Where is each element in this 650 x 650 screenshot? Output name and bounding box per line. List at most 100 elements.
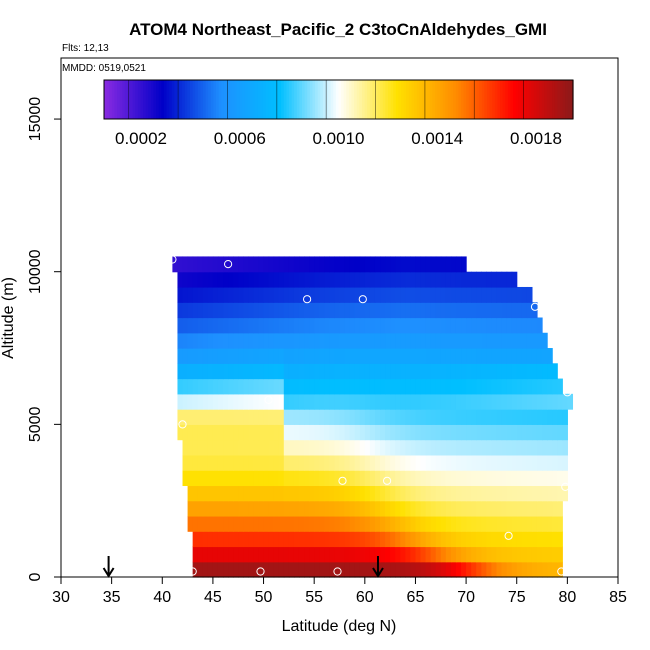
heatmap-cell — [471, 363, 477, 380]
heatmap-cell — [339, 439, 346, 456]
heatmap-cell — [511, 470, 518, 487]
colorbar-segment — [450, 80, 454, 119]
heatmap-cell — [450, 470, 457, 487]
heatmap-cell — [450, 515, 457, 532]
heatmap-cell — [471, 515, 477, 532]
heatmap-cell — [471, 439, 477, 456]
heatmap-cell — [253, 348, 260, 364]
flight-point — [530, 302, 540, 311]
colorbar-segment — [150, 80, 155, 119]
colorbar-segment — [466, 80, 470, 119]
heatmap-cell — [278, 454, 285, 471]
heatmap-cell — [496, 485, 503, 502]
heatmap-cell — [223, 409, 229, 425]
heatmap-cell — [293, 271, 300, 288]
heatmap-cell — [425, 500, 432, 517]
heatmap-cell — [466, 485, 472, 502]
colorbar-segment — [406, 80, 410, 119]
heatmap-cell — [253, 439, 260, 456]
heatmap-cell — [238, 256, 244, 273]
heatmap-cell — [369, 286, 376, 303]
heatmap-cell — [521, 409, 528, 425]
heatmap-cell — [258, 378, 265, 395]
heatmap-cell — [212, 470, 219, 487]
colorbar-segment — [104, 80, 108, 119]
heatmap-cell — [364, 348, 371, 364]
heatmap-cell — [344, 424, 351, 441]
x-axis: 30 35 40 45 50 55 60 65 70 75 80 85 — [52, 576, 627, 606]
heatmap-cell — [344, 470, 351, 487]
heatmap-cell — [197, 485, 204, 502]
heatmap-cell — [202, 546, 209, 563]
colorbar-segment — [359, 80, 363, 119]
heatmap-cell — [293, 332, 300, 349]
heatmap-cell — [476, 500, 482, 517]
heatmap-cell — [385, 439, 391, 456]
heatmap-cell — [339, 485, 346, 502]
heatmap-cell — [405, 332, 411, 349]
heatmap-cell — [435, 332, 442, 349]
heatmap-cell — [390, 317, 396, 334]
heatmap-cell — [491, 409, 498, 425]
heatmap-cell — [557, 454, 563, 471]
heatmap-cell — [334, 531, 341, 548]
heatmap-cell — [314, 286, 320, 303]
heatmap-cell — [400, 439, 406, 456]
heatmap-cell — [440, 424, 447, 441]
heatmap-cell — [238, 561, 244, 578]
heatmap-cell — [187, 302, 194, 319]
heatmap-cell — [511, 485, 518, 502]
heatmap-cell — [486, 439, 493, 456]
x-tick-label: 45 — [204, 589, 222, 606]
x-axis-label: Latitude (deg N) — [282, 618, 397, 635]
heatmap-cell — [390, 332, 396, 349]
heatmap-cell — [273, 439, 280, 456]
heatmap-cell — [491, 424, 498, 441]
heatmap-cell — [223, 286, 229, 303]
heatmap-cell — [466, 302, 472, 319]
heatmap-cell — [547, 378, 553, 395]
heatmap-cell — [400, 348, 406, 364]
heatmap-cell — [263, 409, 270, 425]
heatmap-cell — [243, 500, 249, 517]
heatmap-cell — [314, 271, 320, 288]
heatmap-cell — [293, 256, 300, 273]
heatmap-cell — [455, 378, 462, 395]
heatmap-cell — [521, 470, 528, 487]
heatmap-cell — [223, 515, 229, 532]
heatmap-cell — [329, 546, 336, 563]
heatmap-cell — [390, 256, 396, 273]
heatmap-cell — [359, 286, 366, 303]
heatmap-cell — [344, 256, 351, 273]
heatmap-cell — [450, 393, 457, 410]
heatmap-cell — [228, 302, 234, 319]
colorbar-segment — [513, 80, 517, 119]
heatmap-cell — [461, 531, 467, 548]
heatmap-cell — [501, 317, 508, 334]
colorbar-segment — [247, 80, 251, 119]
heatmap-cell — [258, 500, 265, 517]
heatmap-cell — [324, 515, 330, 532]
heatmap-cell — [557, 439, 563, 456]
heatmap-cell — [466, 424, 472, 441]
colorbar-segment — [419, 80, 423, 119]
heatmap-cell — [501, 561, 508, 578]
heatmap-cell — [440, 500, 447, 517]
heatmap-cell — [491, 348, 498, 364]
heatmap-cell — [263, 256, 270, 273]
heatmap-cell — [547, 439, 553, 456]
heatmap-cell — [268, 317, 275, 334]
heatmap-cell — [481, 454, 487, 471]
heatmap-cell — [450, 546, 457, 563]
colorbar-segment — [364, 80, 368, 119]
heatmap-cell — [374, 470, 381, 487]
heatmap-cell — [324, 546, 330, 563]
heatmap-cell — [466, 286, 472, 303]
heatmap-cell — [425, 393, 432, 410]
heatmap-cell — [212, 256, 219, 273]
heatmap-cell — [455, 256, 462, 273]
heatmap-cell — [359, 302, 366, 319]
heatmap-cell — [304, 439, 310, 456]
heatmap-cell — [380, 531, 386, 548]
